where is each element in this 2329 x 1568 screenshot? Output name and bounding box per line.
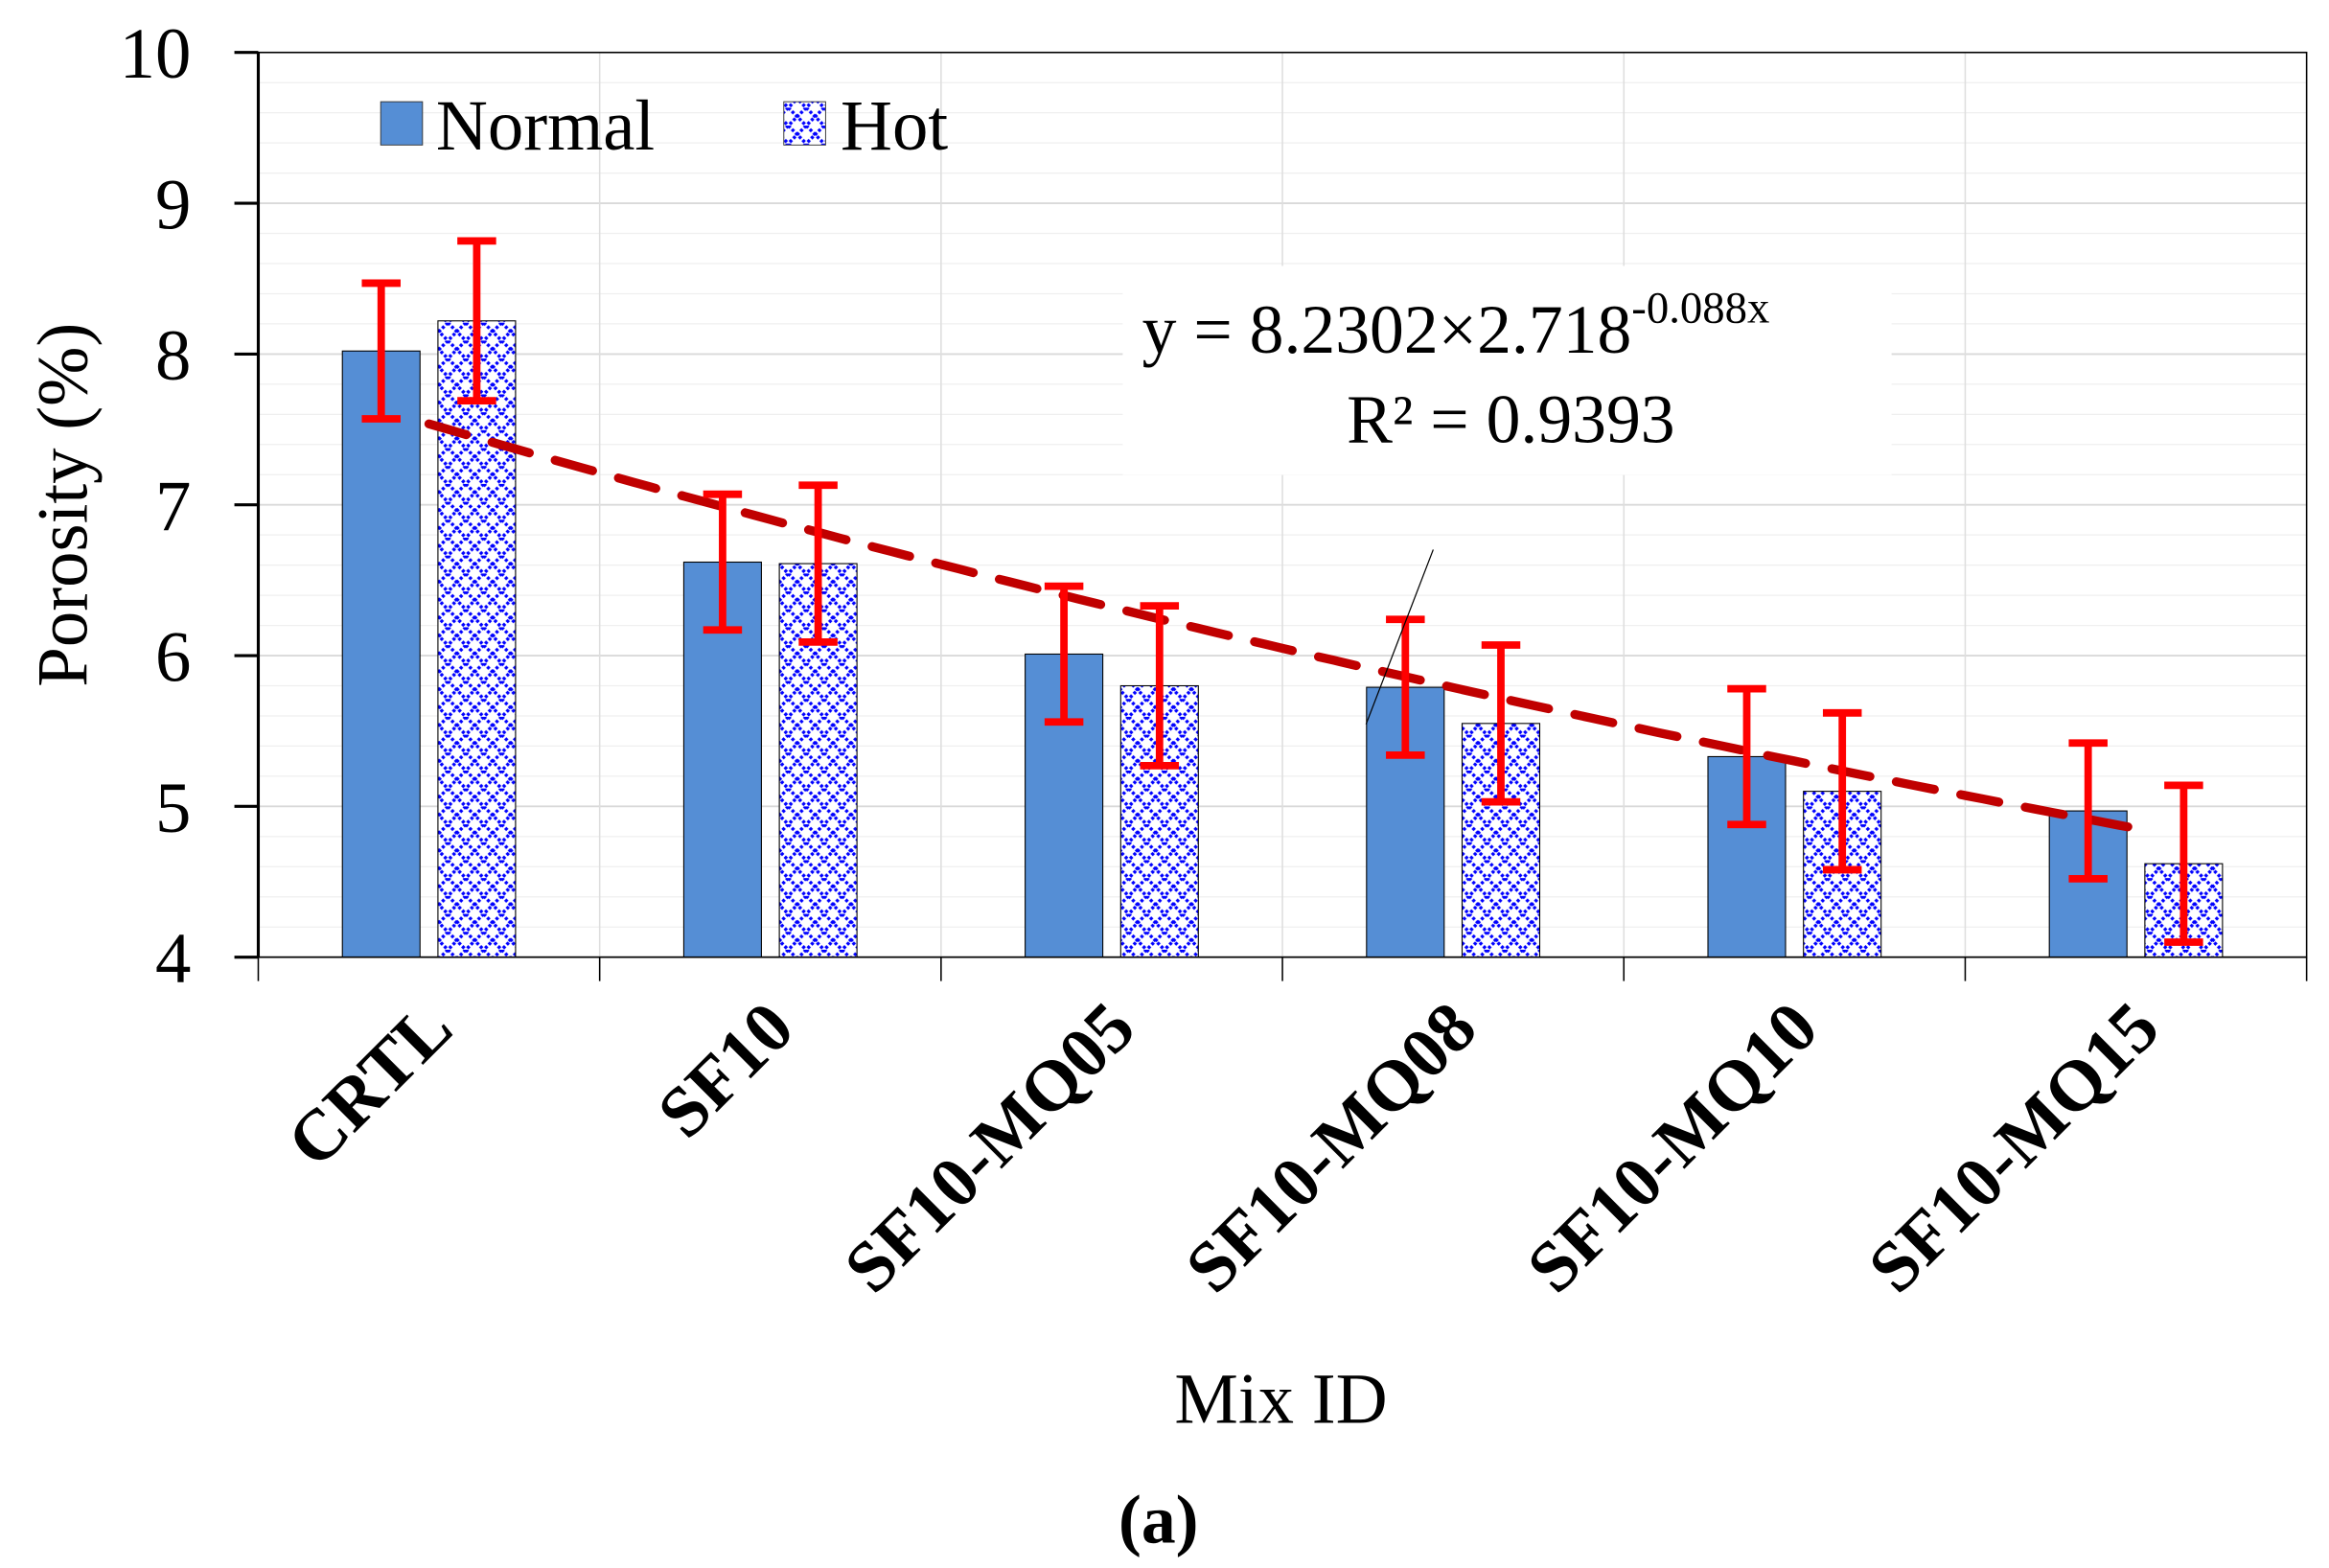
x-tick-label: SF10-MQ10 [1512, 987, 1833, 1308]
bar-normal [341, 350, 421, 958]
trendline-path [424, 419, 2141, 833]
error-bar [1044, 582, 1084, 726]
y-tick-label: 5 [155, 769, 191, 848]
error-bar [457, 237, 496, 405]
x-tick-label: SF10 [643, 987, 809, 1153]
error-bar [2068, 739, 2108, 883]
legend-label-hot: Hot [841, 86, 948, 166]
axes [234, 51, 2308, 981]
error-bar [1386, 615, 1425, 759]
r-squared-label: R² = 0.9393 [1347, 381, 1675, 457]
trendline-equation: y = 8.2302×2.718-0.088x R² = 0.9393 [1122, 265, 1892, 725]
y-axis-label: Porosity (%) [23, 323, 103, 687]
y-tick-label: 6 [155, 618, 191, 698]
error-bar [703, 490, 743, 634]
y-tick-labels: 4 5 6 7 8 9 10 [120, 14, 192, 999]
panel-label: (a) [1118, 1482, 1199, 1557]
y-tick-label: 8 [155, 316, 191, 396]
trendline [424, 419, 2141, 833]
y-tick-label: 7 [155, 467, 191, 546]
y-tick-label: 10 [120, 14, 192, 94]
legend-label-normal: Normal [436, 86, 655, 166]
legend-swatch-normal [380, 101, 424, 146]
error-bar [361, 279, 401, 423]
error-bars [361, 237, 2203, 946]
legend: Normal Hot [380, 86, 948, 166]
error-bar [1822, 708, 1862, 874]
error-bar [1481, 641, 1521, 806]
error-bar [2164, 781, 2203, 946]
error-bar [1727, 684, 1766, 829]
x-tick-labels: CRTL SF10 SF10-MQ05 SF10-MQ08 SF10-MQ10 SF10-… [272, 987, 2175, 1308]
gridlines [257, 51, 2308, 958]
x-tick-label: SF10-MQ15 [1854, 987, 2175, 1308]
equation-main: y = 8.2302×2.718 [1142, 292, 1632, 368]
svg-text:y = 8.2302×2.718-0.088x: y = 8.2302×2.718-0.088x [1142, 284, 1770, 368]
bar-hot [437, 320, 517, 958]
legend-swatch-hot [783, 101, 826, 146]
error-bar [798, 481, 838, 646]
y-tick-label: 9 [155, 166, 191, 245]
y-tick-label: 4 [155, 919, 191, 999]
equation-exponent: -0.088x [1631, 284, 1769, 334]
x-tick-label: SF10-MQ05 [829, 987, 1150, 1308]
x-tick-label: SF10-MQ08 [1171, 987, 1492, 1308]
x-tick-label: CRTL [272, 987, 468, 1183]
error-bar [1140, 602, 1180, 770]
x-axis-label: Mix ID [1174, 1360, 1387, 1440]
